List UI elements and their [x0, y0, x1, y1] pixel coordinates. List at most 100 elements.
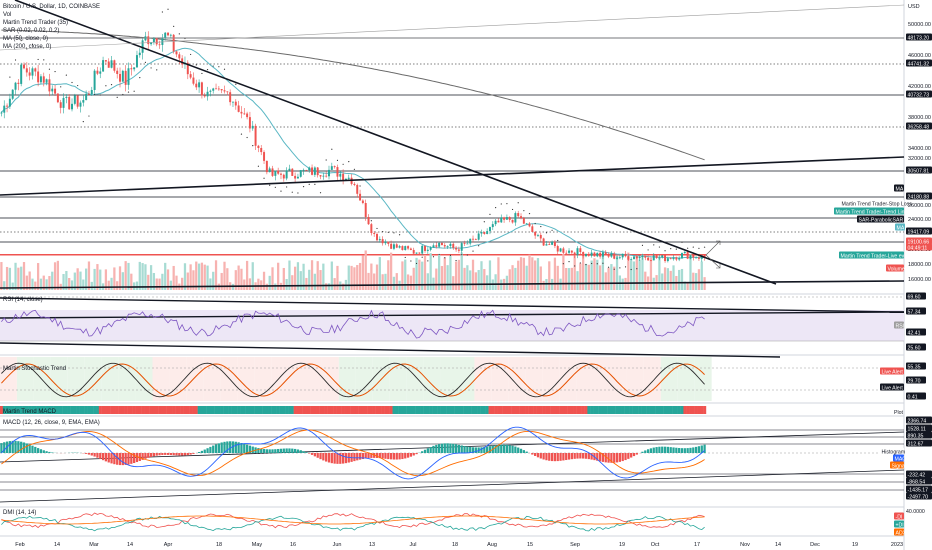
trend-macd-bar	[392, 406, 396, 414]
price-axis-tick: 26000.00	[908, 203, 931, 209]
candle-body	[167, 32, 170, 36]
sar-dot	[415, 262, 418, 265]
candle-body	[212, 88, 215, 91]
candle-body	[446, 245, 449, 247]
live-event-tag: Martin Trend Trader-Live event	[841, 254, 912, 260]
macd-histogram-bar	[683, 448, 686, 453]
macd-histogram-bar	[302, 451, 305, 453]
volume-bar	[200, 262, 204, 290]
right-axis-tags: 48173.20 44741.32 40732.73 36258.48 30507.81…	[834, 33, 932, 537]
volume-bar	[562, 253, 565, 290]
candle-body	[429, 247, 432, 250]
volume-bar	[641, 254, 644, 290]
macd-pane[interactable]: MACD (12, 26, close, 9, EMA, EMA)	[0, 420, 905, 503]
macd-level-tag: -1435.17	[908, 488, 929, 494]
trend-macd-bar	[652, 406, 656, 414]
trend-macd-bar	[570, 406, 574, 414]
trend-macd-bar	[313, 406, 317, 414]
volume-bar	[449, 256, 452, 290]
volume-bar	[700, 261, 703, 290]
candle-body	[155, 37, 158, 45]
time-axis-label: Sep	[570, 542, 580, 548]
macd-histogram-bar	[460, 445, 463, 453]
volume-bar	[291, 275, 294, 290]
rsi-pane[interactable]: RSI (14, close)	[0, 296, 905, 358]
volume-bar	[234, 270, 237, 290]
candle-body	[587, 253, 590, 256]
trend-macd-bar	[680, 406, 684, 414]
candle-body	[110, 60, 113, 68]
volume-bar	[310, 260, 314, 290]
dmi-pane[interactable]: DMI (14, 14)	[1, 510, 705, 532]
macd-histogram-bar	[469, 446, 472, 453]
macd-histogram-bar	[531, 453, 534, 455]
candle-body	[14, 82, 17, 90]
sar-dot	[48, 68, 51, 70]
trend-macd-strip[interactable]: Martin Trend MACD	[0, 406, 707, 415]
candle-body	[353, 183, 356, 185]
trend-macd-bar	[432, 406, 436, 414]
volume-bar	[649, 257, 653, 290]
trend-macd-bar	[463, 406, 467, 414]
candle-body	[525, 223, 528, 225]
volume-bar	[268, 275, 271, 290]
candle-body	[426, 249, 429, 251]
sar-dot	[692, 246, 694, 248]
trend-macd-bar	[587, 406, 591, 414]
volume-bar	[149, 265, 153, 290]
volume-bar	[322, 263, 325, 290]
candle-body	[644, 256, 647, 258]
candle-body	[319, 175, 322, 177]
volume-bar	[356, 265, 359, 290]
trend-line-tag: Martin Trend Trader-Trend Line	[836, 210, 908, 216]
price-axis[interactable]: USD 50000.00 46000.00 42000.00 38000.00 3400…	[908, 4, 931, 283]
volume-bar	[319, 270, 322, 290]
candle-body	[127, 68, 130, 85]
price-level-tag: 44741.32	[908, 62, 930, 68]
volume-bar	[508, 269, 511, 290]
candle-body	[28, 72, 31, 76]
volume-bar	[454, 261, 458, 290]
trend-macd-bar	[48, 406, 52, 414]
volume-bar	[661, 273, 664, 290]
stochastic-pane[interactable]: Martin Stochastic Trend	[0, 357, 904, 401]
legend-symbol: Bitcoin / U.S. Dollar, 1D, COINBASE	[3, 4, 100, 10]
macd-histogram-bar	[3, 442, 6, 453]
sar-dot	[173, 25, 175, 27]
macd-histogram-bar	[172, 453, 175, 456]
volume-bar	[56, 260, 60, 290]
volume-bar	[282, 267, 285, 290]
candle-body	[455, 247, 458, 250]
volume-bar	[367, 272, 370, 290]
trend-macd-bar	[367, 406, 371, 414]
candle-body	[198, 82, 201, 88]
sar-dot	[240, 133, 243, 135]
macd-histogram-bar	[305, 452, 308, 453]
time-axis-label: 13	[369, 542, 375, 548]
volume-bar	[604, 272, 607, 290]
time-axis-label: 18	[216, 542, 222, 548]
volume-bar	[519, 257, 523, 290]
macd-histogram-bar	[234, 441, 237, 453]
volume-bar	[624, 277, 627, 290]
time-axis[interactable]: Feb 14 Mar 14 Apr 18 May 16 Jun 13 Jul 18 Aug 15 Sep 19…	[15, 542, 903, 548]
macd-histogram-bar	[692, 447, 695, 453]
candle-body	[347, 177, 350, 179]
macd-histogram-bar	[90, 453, 93, 456]
macd-histogram-bar	[404, 453, 407, 459]
trend-macd-bar	[186, 406, 190, 414]
volume-bar	[186, 272, 189, 290]
price-pane[interactable]: Bitcoin / U.S. Dollar, 1D, COINBASE Vol …	[0, 0, 905, 290]
trend-macd-bar	[477, 406, 481, 414]
volume-bar	[51, 271, 54, 290]
trend-macd-bar	[468, 406, 472, 414]
sar-dot	[511, 208, 514, 211]
price-level-tag: 19100.66	[908, 240, 930, 246]
sar-dot	[331, 148, 333, 150]
sar-dot	[31, 43, 34, 46]
volume-bar	[373, 273, 376, 290]
rsi-title: RSI (14, close)	[3, 297, 43, 303]
trend-macd-bar	[386, 406, 390, 414]
projection-arrows	[705, 240, 721, 269]
